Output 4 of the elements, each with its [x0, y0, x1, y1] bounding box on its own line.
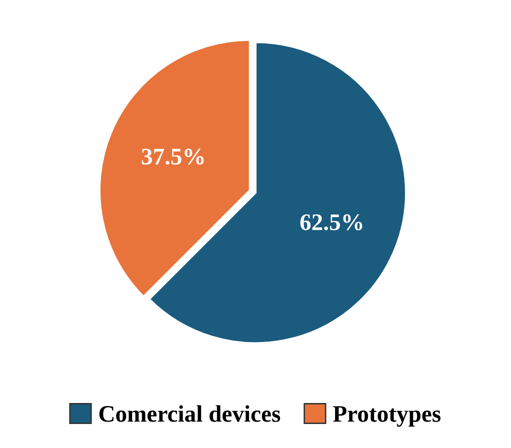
- legend-label: Prototypes: [333, 406, 441, 427]
- data-label: 62.5%: [300, 214, 362, 230]
- legend-label: Comercial devices: [99, 405, 280, 422]
- data-label: 37.5%: [142, 148, 204, 165]
